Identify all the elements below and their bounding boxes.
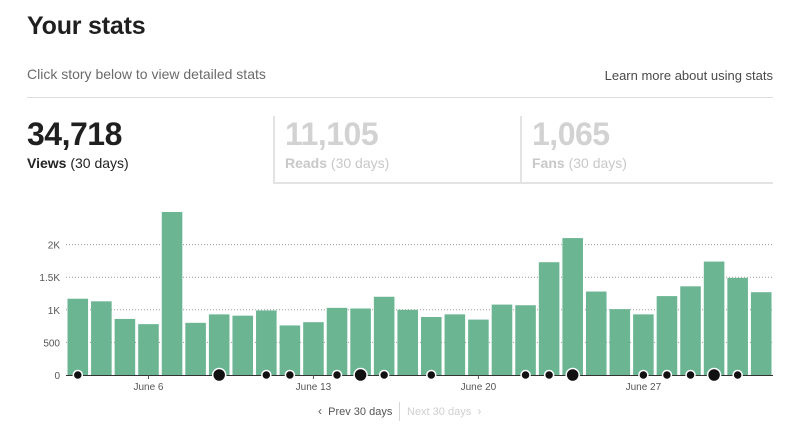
chart-bar — [680, 286, 701, 375]
stat-tab-fans[interactable]: 1,065 Fans (30 days) — [520, 116, 773, 184]
prev-label: Prev 30 days — [328, 406, 393, 418]
chart-bar — [326, 307, 348, 375]
chart-bar — [538, 262, 560, 375]
chart-bar — [138, 324, 159, 375]
chart-bar — [562, 238, 583, 375]
x-tick-label: June 13 — [296, 382, 332, 393]
chart-bar — [161, 212, 183, 375]
y-tick-label: 1K — [48, 306, 61, 317]
stat-tab-reads[interactable]: 11,105 Reads (30 days) — [273, 116, 520, 184]
prev-30-days-button[interactable]: ‹ Prev 30 days — [318, 404, 392, 418]
chart-bar — [656, 296, 678, 375]
x-tick-label: June 20 — [461, 382, 497, 393]
publish-marker — [732, 369, 743, 381]
chart-bar — [232, 315, 254, 375]
chart-bar — [350, 308, 371, 375]
chart-bar — [585, 291, 607, 375]
publish-marker — [685, 369, 696, 381]
reads-period: (30 days) — [330, 155, 390, 171]
publish-marker — [661, 369, 673, 381]
chart-bar — [491, 304, 513, 375]
stat-tab-views[interactable]: 34,718 Views (30 days) — [27, 116, 273, 184]
next-label: Next 30 days — [407, 406, 472, 418]
chart-bar — [397, 309, 418, 375]
chart-bar — [703, 261, 725, 375]
reads-label: Reads — [285, 155, 328, 171]
fans-label: Fans — [532, 155, 565, 171]
chart-bar — [303, 322, 324, 375]
publish-marker — [378, 369, 390, 381]
publish-marker — [72, 369, 84, 381]
chart-bar — [208, 314, 230, 375]
views-period: (30 days) — [70, 155, 129, 171]
views-bar-chart: 0 500 1K 1.5K 2K June 6 June 13 June 20 June 27 — [39, 212, 773, 393]
page-subtitle: Click story below to view detailed stats — [27, 66, 266, 82]
publish-marker — [331, 369, 343, 381]
y-tick-label: 1.5K — [39, 273, 60, 284]
chevron-left-icon: ‹ — [318, 404, 322, 418]
reads-label-row: Reads (30 days) — [285, 155, 520, 171]
chart-bar — [373, 296, 395, 375]
x-tick-label: June 27 — [626, 382, 662, 393]
publish-marker — [211, 367, 227, 383]
fans-label-row: Fans (30 days) — [532, 155, 773, 171]
chart-bar — [421, 316, 442, 375]
next-30-days-button[interactable]: Next 30 days › — [407, 404, 481, 418]
page-title: Your stats — [27, 12, 146, 40]
chart-bar — [114, 318, 136, 375]
y-tick-label: 2K — [48, 241, 61, 252]
chart-bar — [727, 277, 748, 375]
publish-marker — [261, 369, 272, 381]
publish-marker — [706, 367, 722, 383]
views-label-row: Views (30 days) — [27, 155, 273, 171]
chart-bar — [609, 309, 631, 375]
publish-marker — [284, 369, 296, 381]
chart-bar — [185, 322, 206, 375]
pagination: ‹ Prev 30 days Next 30 days › — [0, 402, 800, 422]
chart-bar — [515, 305, 536, 375]
publish-marker — [520, 369, 531, 381]
publish-marker — [638, 369, 649, 381]
publish-marker — [565, 367, 580, 383]
reads-value: 11,105 — [285, 116, 379, 152]
y-tick-label: 0 — [54, 371, 60, 382]
chart-bar — [279, 325, 301, 375]
views-label: Views — [27, 155, 67, 171]
views-value: 34,718 — [27, 116, 122, 152]
chart-bar — [468, 319, 489, 375]
fans-value: 1,065 — [532, 116, 610, 152]
publish-marker — [543, 369, 555, 381]
fans-period: (30 days) — [568, 155, 627, 171]
publish-marker — [426, 369, 437, 381]
chart-bar — [256, 310, 277, 375]
y-tick-label: 500 — [43, 338, 60, 349]
chart-bar — [67, 298, 89, 375]
pager-divider — [399, 402, 400, 421]
chart-bar — [91, 301, 112, 375]
chart-bar — [633, 314, 654, 375]
chevron-right-icon: › — [477, 404, 482, 418]
x-tick-label: June 6 — [133, 382, 163, 393]
header-divider — [27, 97, 773, 98]
chart-bar — [750, 292, 772, 375]
publish-marker — [353, 367, 368, 383]
chart-bar — [444, 314, 466, 375]
learn-more-link[interactable]: Learn more about using stats — [604, 68, 773, 83]
